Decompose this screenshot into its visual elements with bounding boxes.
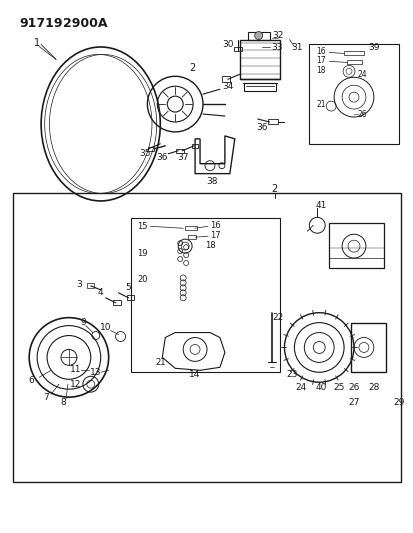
Bar (328, 223, 383, 268)
Bar (350, 322, 385, 372)
Text: 40: 40 (315, 383, 326, 392)
Text: 18: 18 (316, 66, 325, 75)
Bar (243, 83, 275, 91)
Text: 19: 19 (137, 248, 147, 257)
Text: 6: 6 (28, 376, 34, 385)
Bar (126, 295, 134, 300)
Text: 17: 17 (316, 56, 325, 65)
Text: 2: 2 (271, 183, 277, 193)
Text: 21: 21 (316, 100, 325, 109)
Text: 1: 1 (34, 37, 40, 47)
Text: 5: 5 (126, 284, 131, 293)
Text: 7: 7 (43, 393, 49, 402)
Circle shape (254, 31, 262, 39)
Text: 3: 3 (76, 280, 81, 289)
Text: 4: 4 (97, 288, 103, 297)
Text: 15: 15 (137, 222, 147, 231)
Bar (343, 52, 363, 55)
Text: 32: 32 (271, 31, 282, 40)
Bar (148, 147, 154, 151)
Text: 24: 24 (356, 70, 366, 79)
Text: 16: 16 (209, 221, 220, 230)
Bar (239, 39, 279, 79)
Text: 20: 20 (137, 276, 147, 285)
Text: 11: 11 (70, 365, 81, 374)
Text: 17: 17 (209, 231, 220, 240)
Bar (130, 219, 279, 372)
Bar (87, 283, 93, 288)
Text: 91719: 91719 (19, 17, 63, 30)
Text: 14: 14 (189, 370, 200, 379)
Bar (188, 235, 196, 239)
Text: 10: 10 (100, 323, 111, 332)
Text: 21: 21 (155, 358, 165, 367)
Text: 34: 34 (222, 82, 233, 91)
Text: 39: 39 (367, 43, 379, 52)
Text: 2: 2 (188, 63, 195, 74)
Text: 25: 25 (332, 383, 344, 392)
Bar (112, 300, 120, 305)
Text: 8: 8 (60, 398, 66, 407)
Text: 26: 26 (347, 383, 359, 392)
Text: 26: 26 (356, 109, 366, 118)
Text: 18: 18 (204, 240, 215, 249)
Bar (309, 44, 398, 144)
Bar (13, 193, 400, 481)
Text: 36: 36 (255, 124, 267, 132)
Text: 38: 38 (206, 177, 217, 186)
Text: 13: 13 (90, 368, 101, 377)
Text: 41: 41 (315, 201, 326, 210)
Text: 28: 28 (367, 383, 379, 392)
Text: 23: 23 (286, 370, 297, 379)
Text: 30: 30 (221, 40, 233, 49)
Text: 29: 29 (392, 398, 404, 407)
Bar (346, 60, 361, 64)
Bar (185, 227, 197, 230)
Bar (233, 47, 241, 52)
Bar (192, 144, 197, 148)
Bar (176, 149, 184, 153)
Text: 16: 16 (316, 47, 325, 56)
Text: 24: 24 (295, 383, 306, 392)
Text: 27: 27 (347, 398, 359, 407)
Text: 22: 22 (271, 313, 282, 322)
Text: 35: 35 (139, 149, 151, 158)
Bar (267, 119, 277, 124)
Text: 9: 9 (80, 318, 85, 327)
Text: 2900A: 2900A (63, 17, 107, 30)
Text: 12: 12 (70, 379, 81, 389)
Text: 31: 31 (291, 43, 302, 52)
Bar (247, 31, 269, 39)
Text: 36: 36 (156, 153, 168, 162)
Bar (221, 76, 229, 82)
Text: 33: 33 (271, 43, 282, 52)
Text: 37: 37 (177, 153, 188, 162)
